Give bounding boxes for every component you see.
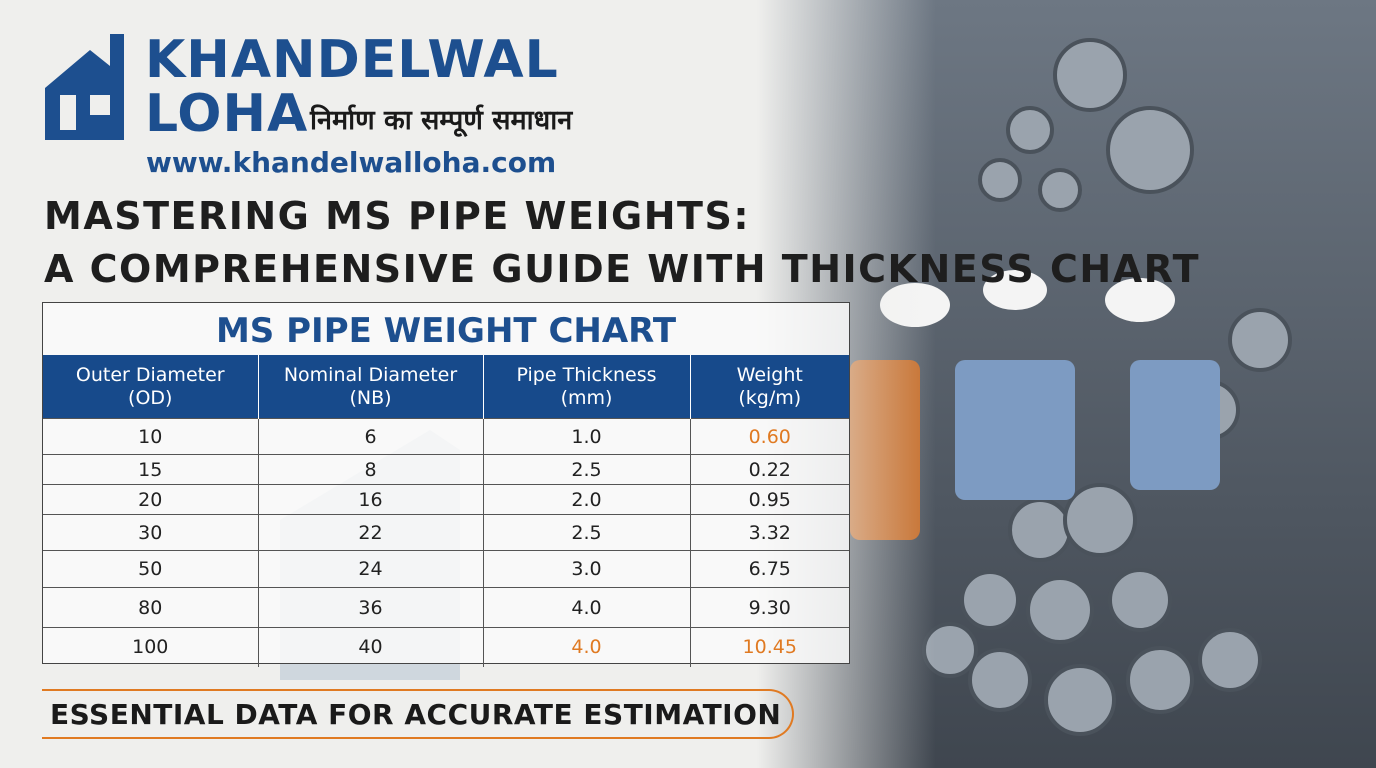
header-text: (NB) bbox=[349, 386, 392, 409]
table-cell: 4.0 bbox=[483, 587, 691, 628]
table-cell: 9.30 bbox=[690, 587, 849, 628]
table-cell: 80 bbox=[43, 587, 259, 628]
table-cell: 1.0 bbox=[483, 418, 691, 455]
footer-banner: ESSENTIAL DATA FOR ACCURATE ESTIMATION bbox=[42, 689, 794, 739]
table-cell: 36 bbox=[258, 587, 484, 628]
brand-name: LOHA bbox=[145, 84, 309, 144]
table-row: 10 6 1.0 0.60 bbox=[43, 418, 849, 455]
table-cell: 100 bbox=[43, 627, 259, 667]
brand-name: KHANDELWAL bbox=[145, 30, 559, 90]
header-text: (kg/m) bbox=[738, 386, 802, 409]
table-cell: 16 bbox=[258, 484, 484, 515]
table-cell: 0.95 bbox=[690, 484, 849, 515]
table-row: 15 8 2.5 0.22 bbox=[43, 454, 849, 485]
website: www.khandelwalloha.com bbox=[146, 146, 557, 179]
tagline: निर्माण का सम्पूर्ण समाधान bbox=[310, 105, 573, 136]
header-text: Pipe Thickness bbox=[516, 363, 657, 386]
table-row: 50 24 3.0 6.75 bbox=[43, 550, 849, 588]
table-row: 100 40 4.0 10.45 bbox=[43, 627, 849, 667]
table-cell: 2.5 bbox=[483, 454, 691, 485]
table-cell: 3.32 bbox=[690, 514, 849, 551]
column-header: Outer Diameter (OD) bbox=[43, 355, 259, 419]
title: A COMPREHENSIVE GUIDE WITH THICKNESS CHA… bbox=[44, 247, 1201, 291]
table-cell: 24 bbox=[258, 550, 484, 588]
table-cell: 15 bbox=[43, 454, 259, 485]
table-cell: 8 bbox=[258, 454, 484, 485]
table-cell: 6.75 bbox=[690, 550, 849, 588]
table-cell: 30 bbox=[43, 514, 259, 551]
table-cell: 10 bbox=[43, 418, 259, 455]
table-title: MS PIPE WEIGHT CHART bbox=[215, 311, 677, 351]
table-cell: 22 bbox=[258, 514, 484, 551]
table-cell: 10.45 bbox=[690, 627, 849, 667]
header-text: (OD) bbox=[128, 386, 173, 409]
table-cell: 50 bbox=[43, 550, 259, 588]
header-text: Nominal Diameter bbox=[283, 363, 458, 386]
table-cell: 0.22 bbox=[690, 454, 849, 485]
table-cell: 0.60 bbox=[690, 418, 849, 455]
table-cell: 4.0 bbox=[483, 627, 691, 667]
table: Outer Diameter (OD) Nominal Diameter (NB) Pi… bbox=[43, 355, 849, 667]
column-header: Nominal Diameter (NB) bbox=[258, 355, 484, 419]
table-cell: 3.0 bbox=[483, 550, 691, 588]
table-cell: 20 bbox=[43, 484, 259, 515]
title: MASTERING MS PIPE WEIGHTS: bbox=[44, 194, 751, 238]
header-text: (mm) bbox=[560, 386, 613, 409]
table-cell: 6 bbox=[258, 418, 484, 455]
logo-icon bbox=[45, 34, 124, 140]
table-row: 80 36 4.0 9.30 bbox=[43, 587, 849, 628]
table-cell: 40 bbox=[258, 627, 484, 667]
table-row: 30 22 2.5 3.32 bbox=[43, 514, 849, 551]
header-text: Weight bbox=[736, 363, 803, 386]
table-card: MS PIPE WEIGHT CHART Outer Diameter (OD) N… bbox=[42, 302, 850, 667]
table-row: 20 16 2.0 0.95 bbox=[43, 484, 849, 515]
header-text: Outer Diameter bbox=[75, 363, 225, 386]
column-header: Pipe Thickness (mm) bbox=[483, 355, 691, 419]
column-header: Weight (kg/m) bbox=[690, 355, 849, 419]
header-row: Outer Diameter (OD) Nominal Diameter (NB) Pi… bbox=[43, 355, 849, 419]
table-cell: 2.0 bbox=[483, 484, 691, 515]
table-cell: 2.5 bbox=[483, 514, 691, 551]
